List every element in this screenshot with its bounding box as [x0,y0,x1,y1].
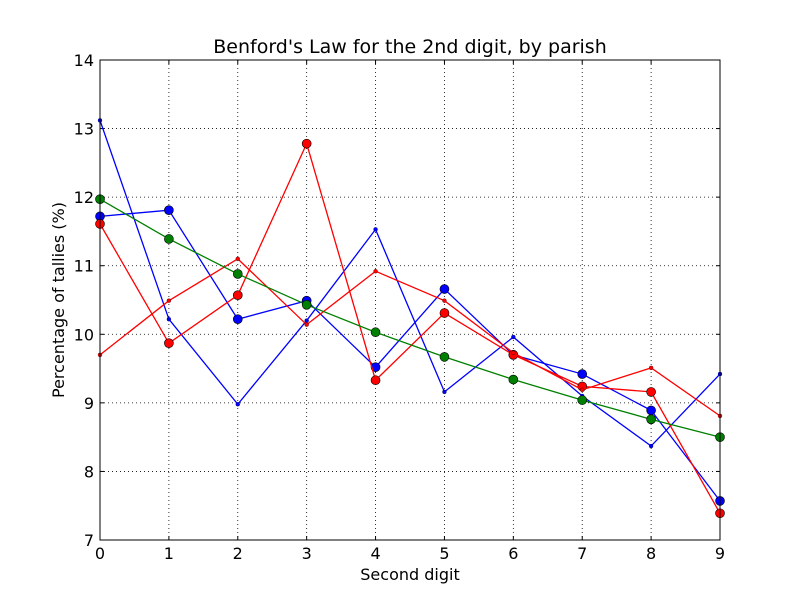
y-tick-label: 11 [74,257,94,276]
y-tick-label: 12 [74,188,94,207]
series-point [304,322,309,327]
series-line [99,141,721,514]
y-tick-label: 13 [74,120,94,139]
series-line [99,258,721,417]
series-point [373,227,378,232]
x-tick-label: 1 [164,544,174,563]
x-tick-label: 5 [439,544,449,563]
x-axis-label: Second digit [360,565,459,584]
series-point [577,395,588,405]
series-point [232,290,243,301]
series-point [166,298,172,303]
series-point [235,256,240,262]
series-point [439,308,450,318]
series-point [442,298,447,303]
y-axis-label: Percentage of tallies (%) [49,202,68,398]
series-point [164,338,174,349]
series-point [164,234,174,244]
series-point [648,443,654,449]
series-line [99,209,721,502]
x-tick-label: 2 [233,544,243,563]
series-point [580,387,585,392]
series-point [511,334,516,340]
chart-title: Benford's Law for the 2nd digit, by pari… [213,36,607,58]
x-tick-label: 9 [715,544,725,563]
x-tick-label: 6 [508,544,518,563]
series-point [646,387,656,397]
series-point [648,365,654,371]
x-tick-label: 8 [646,544,656,563]
series-point [646,414,656,425]
series-point [646,405,656,416]
series-line [99,120,721,447]
series-point [166,317,172,322]
series-point [164,205,174,215]
x-tick-label: 3 [302,544,312,563]
series-point [439,284,450,294]
series-point [232,314,243,325]
series-point [232,269,243,279]
series-point [439,352,450,362]
plot-series [95,118,725,519]
series-line [99,198,721,438]
series-point [235,402,240,407]
series-point [511,350,516,355]
y-tick-label: 7 [84,531,94,550]
series-point [370,362,381,373]
series-point [301,138,312,149]
series-point [442,389,447,395]
y-tick-label: 8 [84,462,94,481]
series-point [301,299,312,310]
x-tick-label: 7 [577,544,587,563]
series-point [370,327,381,338]
y-tick-label: 14 [74,51,94,70]
y-tick-label: 10 [74,325,94,344]
x-tick-label: 4 [370,544,380,563]
plot-frame [99,59,721,541]
series-point [577,369,588,379]
series-point [304,318,309,323]
series-point [508,374,519,385]
y-tick-label: 9 [84,394,94,413]
series-point [370,375,381,386]
series-point [373,269,378,274]
x-tick-label: 0 [95,544,105,563]
